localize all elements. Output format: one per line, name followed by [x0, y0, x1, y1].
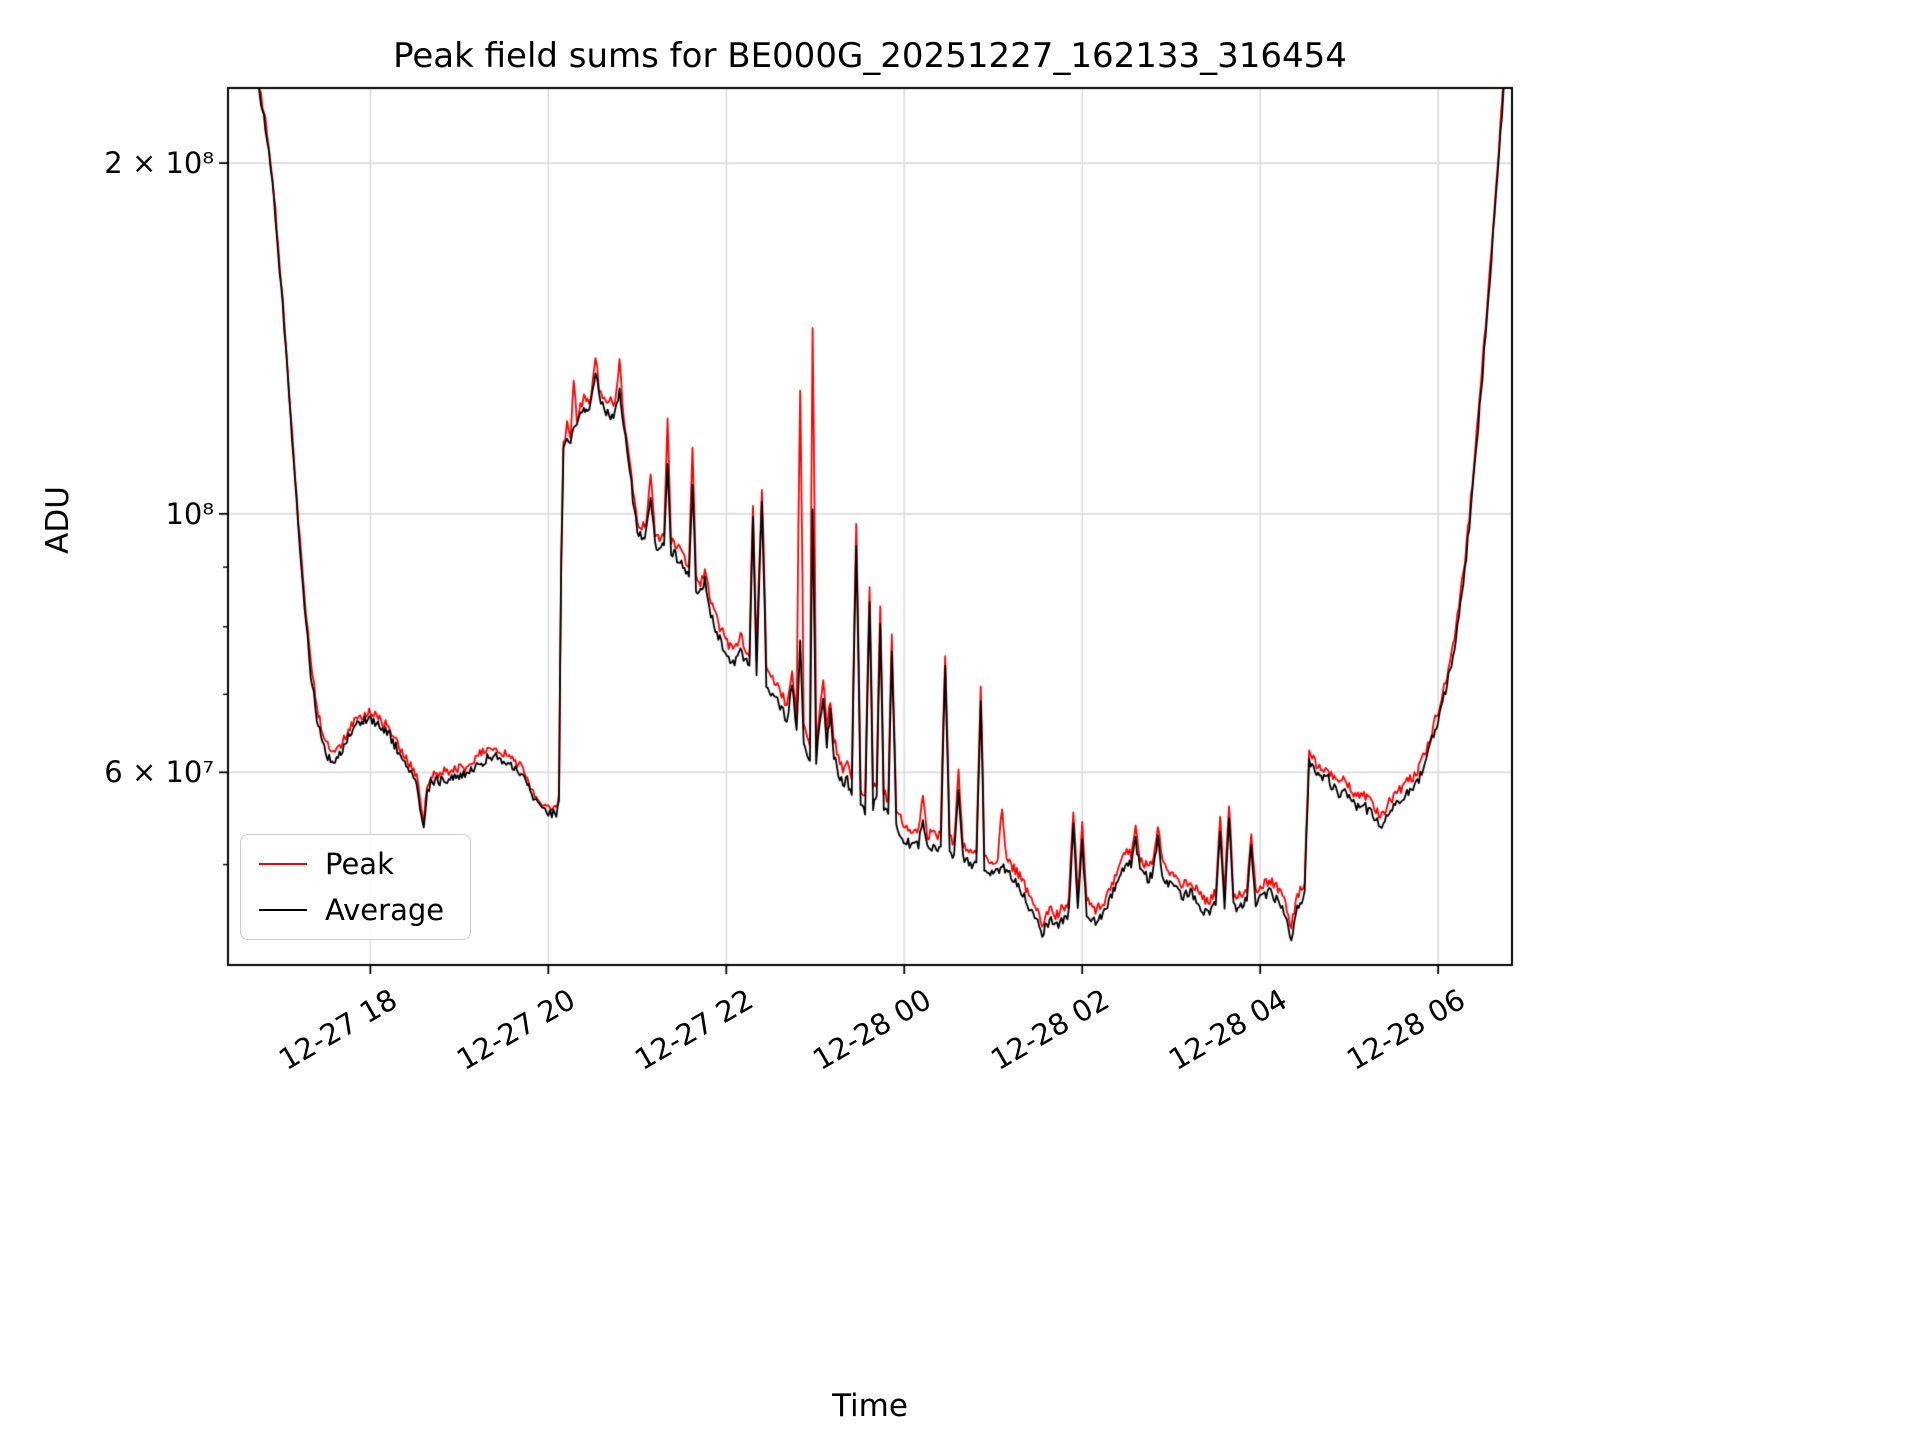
- legend: Peak Average: [240, 834, 472, 940]
- y-tick-label-6e7: 6 × 10⁷: [104, 755, 214, 789]
- legend-label-peak: Peak: [325, 847, 394, 881]
- legend-item-average: Average: [259, 893, 444, 927]
- x-axis-label: Time: [832, 1388, 908, 1424]
- legend-item-peak: Peak: [259, 847, 444, 881]
- chart-title: Peak field sums for BE000G_20251227_1621…: [393, 36, 1347, 76]
- y-tick-label-1e8: 10⁸: [165, 497, 214, 531]
- legend-label-average: Average: [325, 893, 445, 927]
- y-tick-label-2e8: 2 × 10⁸: [104, 146, 214, 180]
- y-axis-label: ADU: [40, 486, 76, 554]
- peak-line-swatch: [259, 863, 307, 865]
- average-line-swatch: [259, 909, 307, 911]
